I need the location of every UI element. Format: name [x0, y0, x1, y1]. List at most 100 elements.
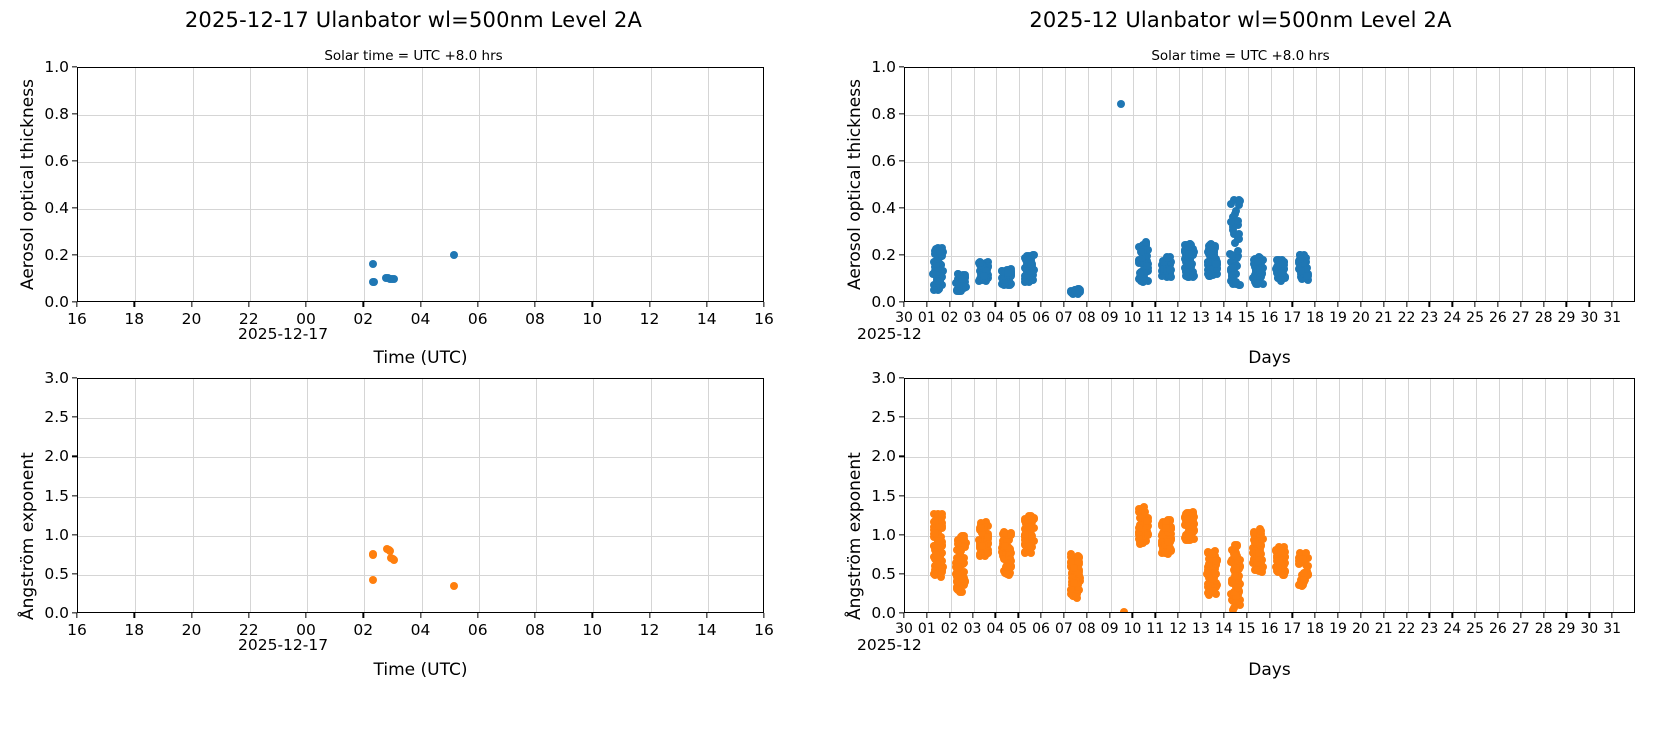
gridline-vertical: [1247, 68, 1249, 301]
x-tick-mark: [706, 302, 708, 307]
data-point: [368, 259, 377, 268]
gridline-vertical: [1270, 68, 1272, 301]
data-point: [1229, 229, 1238, 238]
gridline-horizontal: [905, 115, 1634, 116]
x-tick-label: 15: [1237, 621, 1256, 637]
gridline-vertical: [1087, 379, 1089, 612]
daily-aot-plot-area[interactable]: [77, 67, 764, 302]
monthly-ang-plot-area[interactable]: [904, 378, 1635, 613]
data-point: [390, 275, 399, 284]
data-point: [1075, 287, 1084, 296]
x-tick-label: 18: [124, 621, 145, 639]
data-point: [1227, 200, 1236, 209]
data-point: [1273, 563, 1282, 572]
x-tick-mark: [994, 302, 997, 307]
data-point: [1021, 548, 1030, 557]
gridline-horizontal: [78, 256, 763, 257]
gridline-vertical: [1384, 68, 1386, 301]
data-point: [931, 517, 940, 526]
data-point: [1232, 591, 1241, 600]
data-point: [1182, 268, 1191, 277]
gridline-vertical: [1064, 379, 1066, 612]
monthly-aot-xlabel: Days: [1248, 348, 1291, 368]
x-tick-mark: [362, 302, 364, 307]
data-point: [1135, 269, 1144, 278]
data-point: [1235, 196, 1244, 205]
daily-ang-gridlines: [78, 379, 763, 612]
data-point: [931, 249, 940, 258]
data-point: [1023, 516, 1032, 525]
data-point: [938, 266, 947, 275]
data-point: [1281, 273, 1290, 282]
gridline-vertical: [1293, 379, 1295, 612]
data-point: [1228, 264, 1237, 273]
gridline-vertical: [1156, 68, 1158, 301]
data-point: [1025, 542, 1034, 551]
data-point: [1297, 275, 1306, 284]
x-tick-label: 08: [1077, 621, 1096, 637]
data-point: [959, 559, 968, 568]
gridline-vertical: [1521, 379, 1523, 612]
y-tick-mark: [899, 612, 904, 614]
monthly-aot-plot-area[interactable]: [904, 67, 1635, 302]
x-tick-mark: [419, 613, 422, 618]
y-tick-label: 1.0: [44, 58, 69, 76]
x-tick-label: 22: [238, 310, 259, 328]
data-point: [1229, 587, 1238, 596]
gridline-vertical: [1224, 379, 1226, 612]
data-point: [1026, 269, 1035, 278]
monthly-ang-points: [905, 379, 1634, 612]
data-point: [1029, 523, 1038, 532]
data-point: [1254, 549, 1263, 558]
x-tick-label: 18: [1306, 621, 1325, 637]
gridline-vertical: [593, 379, 595, 612]
gridline-vertical: [950, 379, 952, 612]
x-tick-mark: [1520, 302, 1522, 307]
data-point: [1075, 573, 1084, 582]
x-tick-label: 07: [1054, 621, 1073, 637]
x-tick-label: 01: [917, 310, 936, 326]
gridline-vertical: [1498, 379, 1500, 612]
x-tick-mark: [971, 302, 974, 307]
y-tick-mark: [899, 113, 904, 115]
gridline-vertical: [593, 68, 595, 301]
x-tick-mark: [76, 613, 78, 618]
data-point: [1070, 578, 1079, 587]
x-tick-label: 05: [1009, 310, 1028, 326]
y-tick-label: 1.0: [44, 525, 69, 544]
gridline-vertical: [1384, 379, 1386, 612]
x-tick-mark: [1108, 302, 1111, 307]
data-point: [1135, 534, 1144, 543]
x-tick-mark: [1200, 613, 1202, 618]
x-tick-mark: [362, 613, 364, 618]
data-point: [1066, 552, 1075, 561]
x-tick-mark: [1200, 302, 1202, 307]
data-point: [1140, 521, 1149, 530]
data-point: [1212, 569, 1221, 578]
data-point: [929, 269, 938, 278]
data-point: [1143, 530, 1152, 539]
data-point: [1027, 276, 1036, 285]
data-point: [999, 267, 1008, 276]
gridline-vertical: [364, 379, 366, 612]
gridline-vertical: [1019, 379, 1021, 612]
data-point: [1295, 560, 1304, 569]
x-tick-label: 06: [1032, 310, 1050, 326]
daily-ang-plot-area[interactable]: [77, 378, 764, 613]
x-tick-label: 16: [754, 621, 774, 639]
y-tick-label: 0.0: [871, 604, 896, 622]
x-tick-label: 11: [1146, 621, 1165, 637]
data-point: [1233, 541, 1242, 550]
gridline-horizontal: [78, 209, 763, 210]
gridline-horizontal: [78, 115, 763, 116]
x-tick-label: 28: [1534, 621, 1553, 637]
y-tick-label: 0.0: [871, 293, 896, 311]
y-tick-mark: [72, 66, 77, 68]
x-tick-label: 11: [1146, 310, 1165, 326]
y-tick-mark: [899, 494, 904, 497]
gridline-vertical: [536, 68, 537, 301]
data-point: [1159, 258, 1168, 267]
panel-daily-aot: 2025-12-17 Ulanbator wl=500nm Level 2A S…: [0, 0, 827, 370]
gridline-vertical: [478, 379, 480, 612]
data-point: [1002, 563, 1011, 572]
